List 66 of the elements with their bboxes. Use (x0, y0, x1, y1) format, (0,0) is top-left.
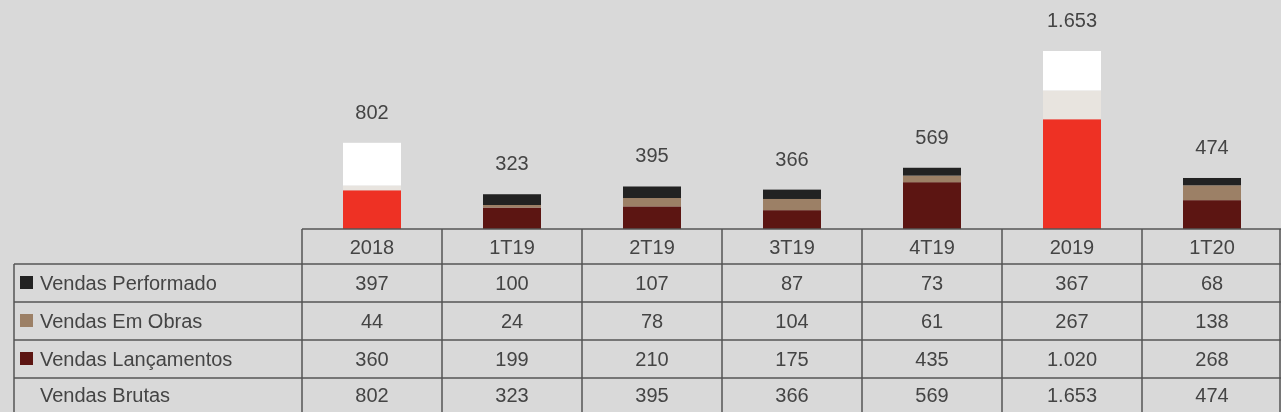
data-label: 1.020 (1046, 348, 1098, 370)
bar (903, 175, 961, 183)
bar (763, 189, 821, 199)
bar (1043, 90, 1101, 120)
total-label: 366 (775, 147, 809, 170)
bar (903, 167, 961, 176)
x-tick-label: 1T20 (1189, 235, 1235, 258)
data-label: 268 (1195, 348, 1229, 370)
bar (1043, 51, 1101, 91)
text: 1.653 (1046, 384, 1098, 406)
data-label: 87 (780, 272, 804, 294)
data-label: 360 (355, 348, 389, 370)
total-label: 1.653 (1046, 9, 1098, 31)
bar (763, 198, 821, 211)
data-label: 267 (1055, 310, 1089, 332)
data-label: 107 (635, 272, 669, 294)
legend-label: Vendas Lançamentos (40, 348, 233, 370)
data-label: 44 (360, 310, 384, 332)
total-label: 323 (495, 152, 529, 175)
x-tick-label: 3T19 (769, 235, 815, 258)
data-label: 210 (635, 348, 669, 370)
bar (343, 142, 401, 186)
bar (343, 190, 401, 229)
total-label: 802 (355, 100, 389, 123)
bar (903, 182, 961, 229)
data-label: 24 (500, 310, 524, 332)
data-label: 367 (1055, 272, 1089, 294)
bar (1183, 200, 1241, 229)
x-tick-label: 2019 (1049, 235, 1095, 258)
data-label: 73 (920, 272, 944, 294)
total-label: 474 (1195, 135, 1229, 158)
data-label: 78 (640, 310, 664, 332)
text: 323 (495, 384, 529, 406)
legend-label: Vendas Performado (40, 272, 217, 294)
text: 366 (775, 384, 809, 406)
data-label: 138 (1195, 310, 1229, 332)
total-label: 569 (915, 125, 949, 148)
data-label: 435 (915, 348, 949, 370)
total-label: 395 (635, 144, 669, 167)
text: 802 (355, 384, 389, 406)
text: Vendas Brutas (40, 384, 171, 406)
bar (623, 198, 681, 207)
bar (623, 206, 681, 229)
bar (483, 207, 541, 229)
bar (483, 194, 541, 205)
x-tick-label: 4T19 (909, 235, 955, 258)
legend-label: Vendas Em Obras (40, 310, 203, 332)
bar (623, 186, 681, 199)
text: 569 (915, 384, 949, 406)
text: 474 (1195, 384, 1229, 406)
data-label: 68 (1200, 272, 1224, 294)
x-tick-label: 1T19 (489, 235, 535, 258)
bar (1183, 177, 1241, 186)
bar (1183, 185, 1241, 201)
data-label: 104 (775, 310, 809, 332)
bar (483, 205, 541, 208)
data-label: 199 (495, 348, 529, 370)
x-tick-label: 2T19 (629, 235, 675, 258)
bar (763, 210, 821, 229)
bar (1043, 119, 1101, 229)
x-tick-label: 2018 (349, 235, 395, 258)
data-label: 61 (920, 310, 944, 332)
data-label: 175 (775, 348, 809, 370)
text: 395 (635, 384, 669, 406)
data-label: 397 (355, 272, 389, 294)
data-label: 100 (495, 272, 529, 294)
